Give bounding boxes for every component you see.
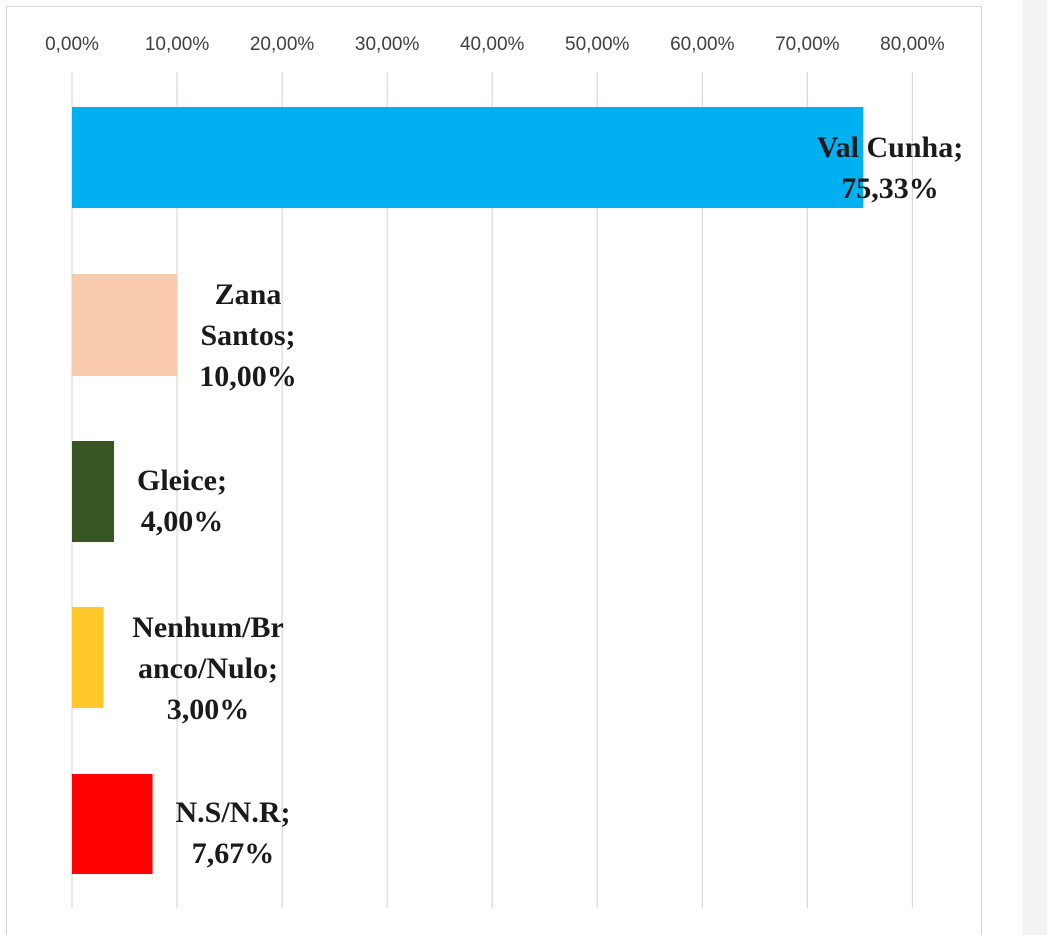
x-tick-label: 70,00% — [775, 34, 840, 55]
x-tick-label: 0,00% — [45, 34, 99, 55]
data-label: Santos; — [200, 319, 295, 352]
data-label: Gleice; — [137, 464, 227, 497]
x-tick-label: 60,00% — [670, 34, 735, 55]
page-edge-strip — [1022, 0, 1047, 935]
bar — [72, 107, 864, 208]
bar — [72, 774, 153, 874]
data-label: Nenhum/Br — [132, 611, 284, 644]
bar — [72, 274, 178, 376]
data-label: Zana — [215, 278, 282, 311]
bars — [72, 107, 864, 874]
x-tick-label: 30,00% — [355, 34, 420, 55]
data-label: 7,67% — [192, 837, 275, 870]
data-label: 10,00% — [199, 360, 297, 393]
bar — [72, 607, 104, 708]
x-tick-label: 10,00% — [145, 34, 210, 55]
data-label: N.S/N.R; — [175, 796, 290, 829]
data-label: 3,00% — [167, 693, 250, 726]
x-tick-label: 40,00% — [460, 34, 525, 55]
data-labels: Val Cunha; 75,33% Zana Santos; 10,00% Gleice;… — [132, 131, 963, 870]
data-label: anco/Nulo; — [138, 652, 278, 685]
data-label: 4,00% — [141, 505, 224, 538]
data-label: 75,33% — [841, 172, 939, 205]
x-tick-label: 80,00% — [880, 34, 945, 55]
gridlines — [71, 72, 914, 908]
x-tick-label: 20,00% — [250, 34, 315, 55]
x-tick-label: 50,00% — [565, 34, 630, 55]
x-axis-ticks: 0,00% 10,00% 20,00% 30,00% 40,00% 50,00% 60,00… — [45, 34, 945, 55]
bar — [72, 441, 115, 542]
data-label: Val Cunha; — [817, 131, 963, 164]
